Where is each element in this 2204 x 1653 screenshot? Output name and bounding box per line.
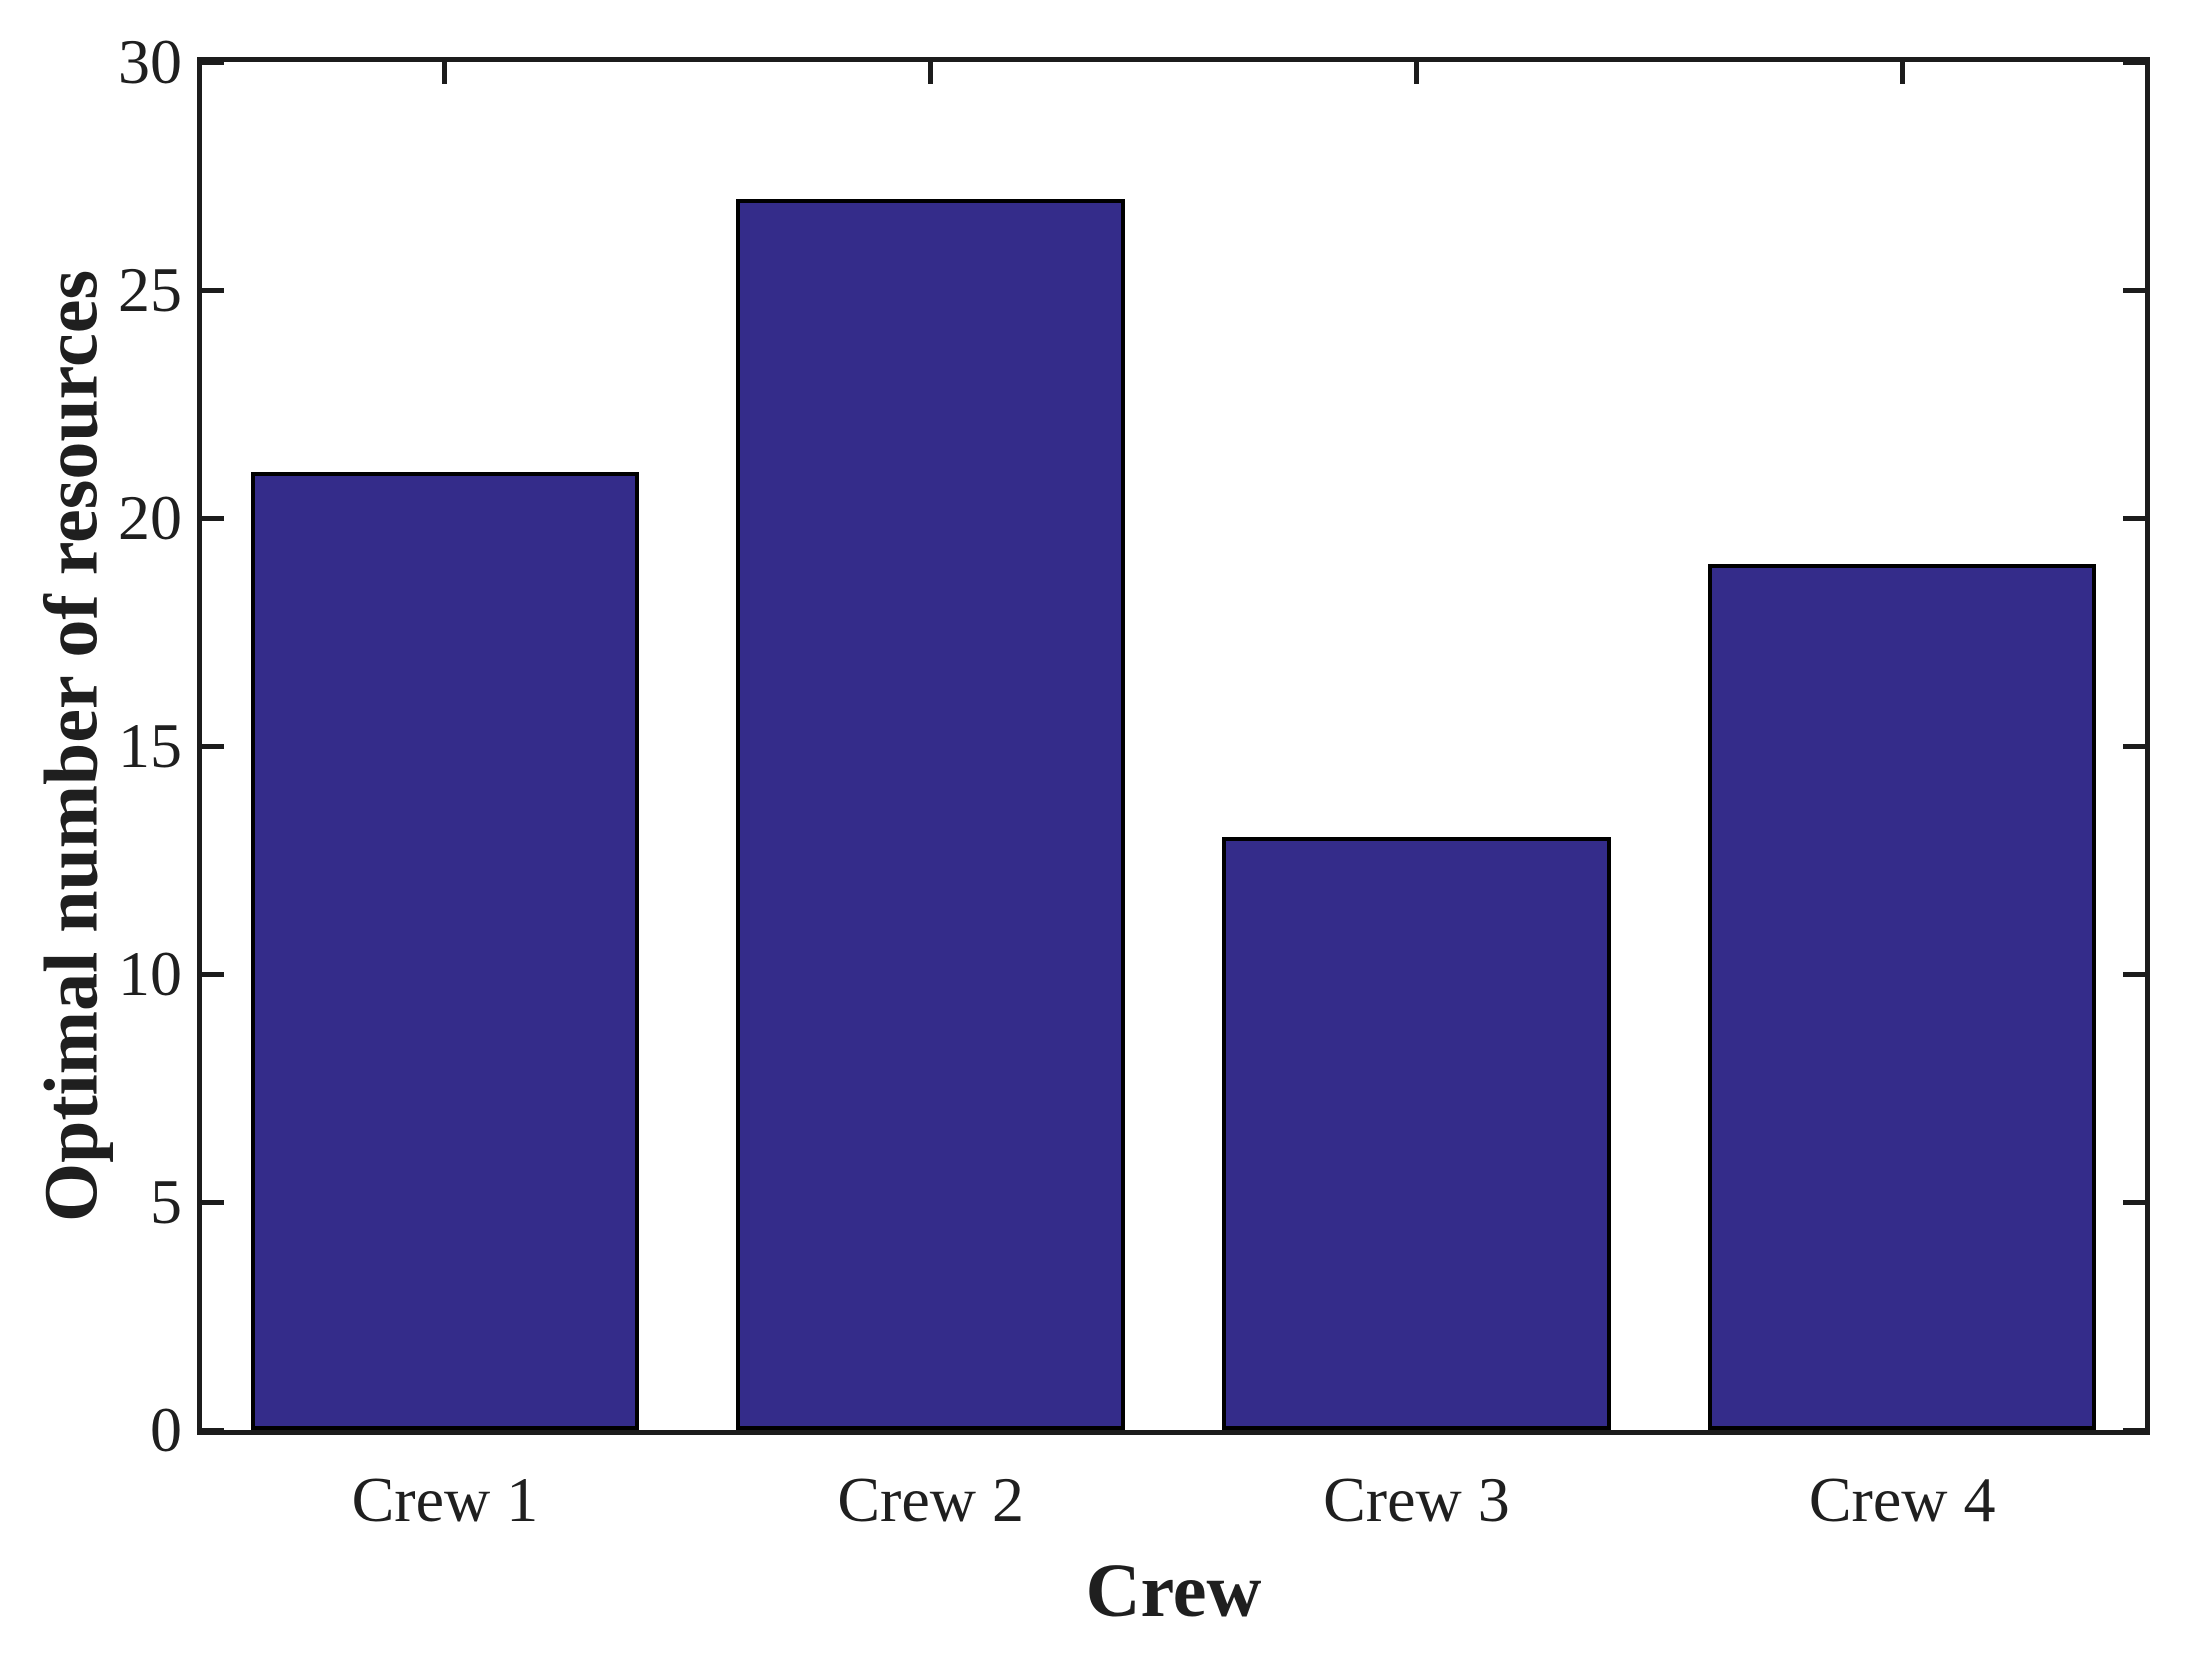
x-tick-mark-top-2 — [928, 62, 934, 84]
x-tick-label-crew-4: Crew 4 — [1808, 1464, 1996, 1535]
y-tick-label-0: 0 — [150, 1394, 182, 1465]
y-tick-label-25: 25 — [118, 254, 182, 325]
y-tick-mark-left-5 — [202, 1199, 224, 1205]
x-tick-mark-top-1 — [442, 62, 448, 84]
y-tick-mark-left-15 — [202, 743, 224, 749]
y-tick-mark-right-10 — [2123, 971, 2145, 977]
bar-crew-4 — [1707, 563, 2097, 1430]
y-tick-label-5: 5 — [150, 1166, 182, 1237]
y-tick-mark-right-0 — [2123, 1427, 2145, 1433]
y-tick-label-20: 20 — [118, 482, 182, 553]
y-tick-mark-right-30 — [2123, 59, 2145, 65]
y-tick-mark-right-25 — [2123, 287, 2145, 293]
y-tick-label-15: 15 — [118, 710, 182, 781]
y-tick-label-30: 30 — [118, 26, 182, 97]
x-axis-label: Crew — [1085, 1549, 1262, 1633]
bar-crew-1 — [250, 472, 640, 1430]
y-tick-mark-right-15 — [2123, 743, 2145, 749]
x-tick-label-crew-3: Crew 3 — [1323, 1464, 1510, 1535]
y-tick-mark-left-25 — [202, 287, 224, 293]
y-tick-mark-left-10 — [202, 971, 224, 977]
bar-crew-2 — [736, 198, 1125, 1430]
x-tick-mark-top-3 — [1413, 62, 1419, 84]
y-tick-mark-left-30 — [202, 59, 224, 65]
y-tick-mark-right-20 — [2123, 515, 2145, 521]
y-tick-mark-right-5 — [2123, 1199, 2145, 1205]
x-tick-mark-top-4 — [1899, 62, 1905, 84]
x-tick-label-crew-1: Crew 1 — [351, 1464, 539, 1535]
x-tick-label-crew-2: Crew 2 — [837, 1464, 1024, 1535]
bar-crew-3 — [1222, 837, 1611, 1430]
plot-area — [197, 57, 2150, 1435]
y-tick-mark-left-20 — [202, 515, 224, 521]
y-axis-label: Optimal number of resources — [29, 269, 114, 1223]
y-tick-mark-left-0 — [202, 1427, 224, 1433]
y-tick-label-10: 10 — [118, 938, 182, 1009]
